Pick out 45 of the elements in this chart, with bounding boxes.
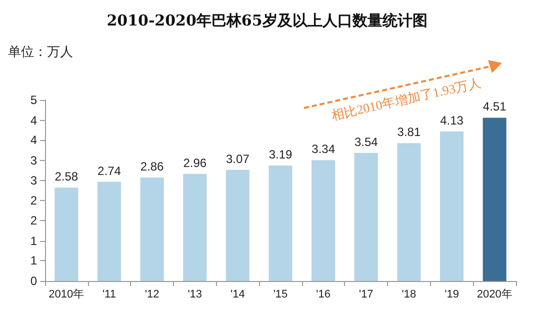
x-tick-label: '12: [144, 288, 160, 300]
y-tick-label: 1: [30, 234, 38, 248]
x-tick-label: 2020年: [476, 288, 512, 300]
y-tick-label: 1: [30, 254, 38, 268]
y-tick-label: 2: [30, 194, 38, 208]
data-label: 3.81: [397, 125, 421, 140]
bar: [140, 177, 164, 281]
bar: [97, 182, 121, 281]
x-tick-label: '18: [402, 288, 416, 300]
y-tick-label: 3: [30, 173, 38, 188]
data-label: 3.19: [268, 148, 292, 162]
x-tick-label: '13: [188, 288, 202, 300]
data-label: 3.54: [354, 134, 378, 149]
data-label: 2.86: [140, 159, 164, 174]
data-label: 4.13: [440, 113, 464, 128]
y-tick-label: 4: [30, 113, 38, 128]
y-tick-label: 4: [30, 133, 38, 148]
y-tick-label: 0: [30, 274, 38, 288]
data-label: 4.51: [482, 100, 507, 114]
y-tick-label: 5: [30, 93, 38, 107]
y-tick-label: 3: [30, 153, 38, 168]
data-label: 2.96: [183, 156, 207, 170]
bar: [312, 160, 336, 281]
x-tick-label: '11: [102, 288, 116, 300]
data-label: 2.74: [98, 164, 122, 178]
bar: [183, 174, 207, 281]
x-tick-label: '19: [444, 288, 459, 300]
bar: [54, 188, 78, 281]
bar: [354, 152, 378, 281]
data-label: 2.58: [54, 170, 78, 184]
bar: [440, 131, 464, 281]
y-axis-title: 单位：万人: [8, 45, 73, 60]
data-label: 3.34: [312, 142, 336, 156]
bar: [226, 170, 250, 281]
y-tick-label: 2: [30, 214, 38, 228]
x-tick-label: '16: [316, 288, 330, 300]
x-tick-label: 2010年: [48, 288, 84, 300]
x-tick-label: '15: [273, 288, 288, 300]
data-label: 3.07: [226, 152, 250, 166]
chart-title: 2010-2020年巴林65岁及以上人口数量统计图: [106, 12, 428, 30]
bar: [268, 166, 292, 281]
x-tick-label: '17: [358, 288, 374, 300]
bar: [482, 118, 506, 281]
x-tick-label: '14: [230, 288, 245, 300]
bar: [397, 143, 421, 281]
